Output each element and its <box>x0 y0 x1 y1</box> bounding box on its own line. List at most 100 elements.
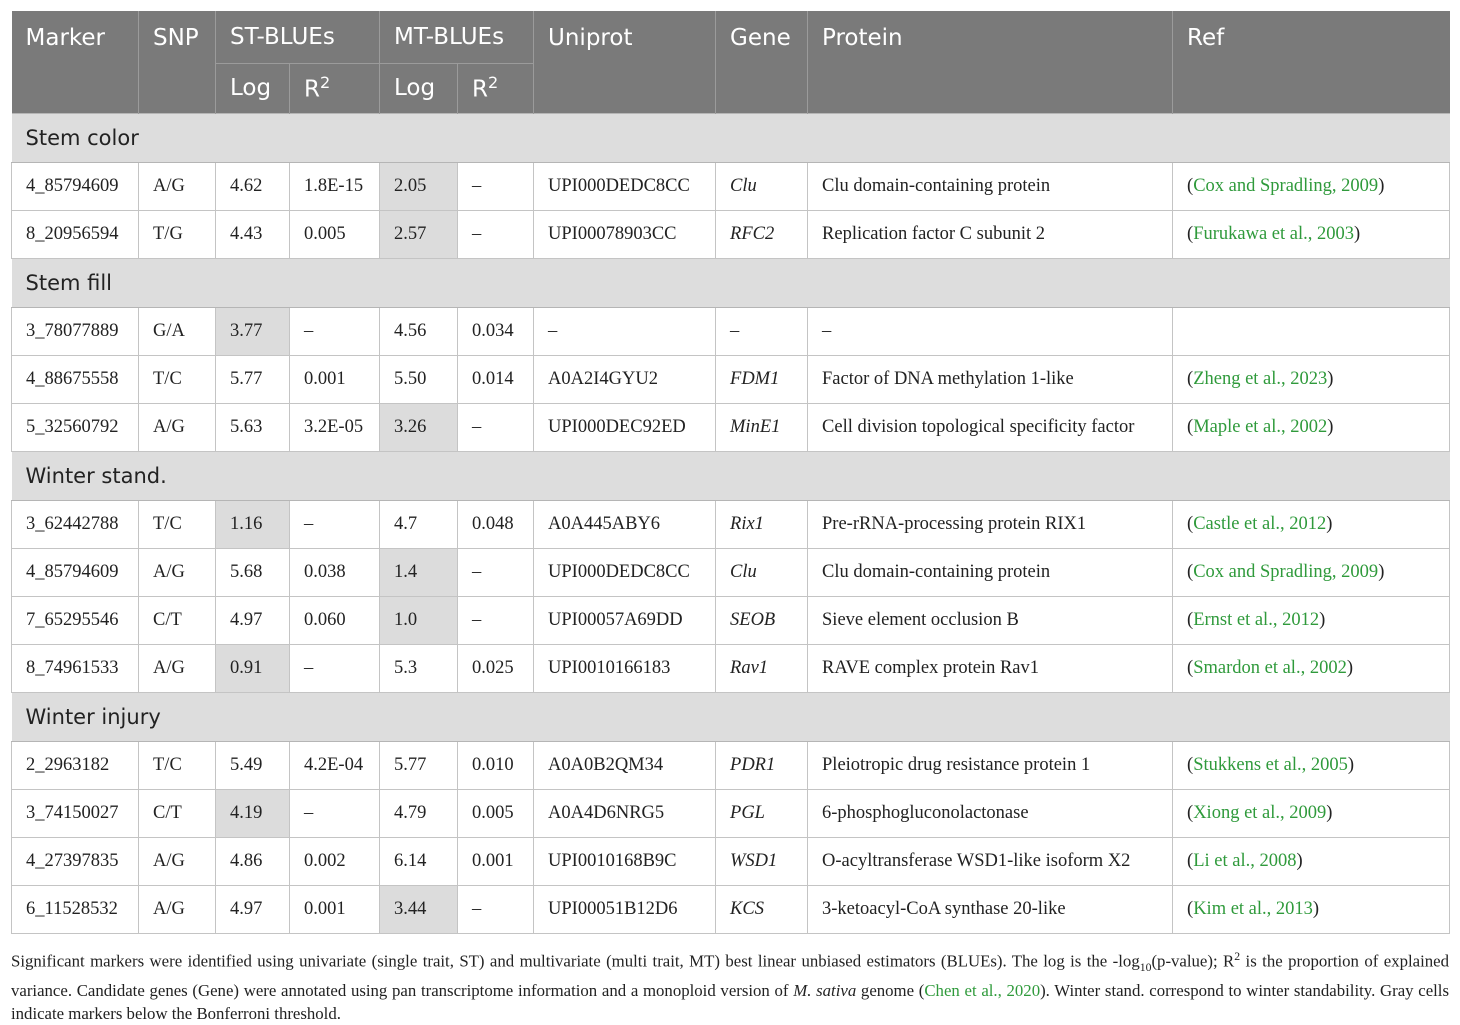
cell-mt-r2: – <box>457 209 535 259</box>
table-row: 8_74961533 A/G 0.91–5.3 0.025 UPI0010166183 R… <box>11 643 1451 693</box>
cell-snp: T/C <box>138 740 216 790</box>
table-caption: Significant markers were identified usin… <box>11 950 1449 1023</box>
ref-link[interactable]: Kim et al., 2013 <box>1193 898 1313 919</box>
cell-mt-log: 1.0 <box>379 595 459 645</box>
cell-gene: Rav1 <box>715 643 809 693</box>
cell-marker: 3_74150027 <box>11 788 139 838</box>
table-row: 4_85794609 A/G 4.62 1.8E-15 2.05– UPI000DEDC8… <box>11 161 1451 211</box>
cell-mt-log: 4.7 <box>379 499 459 549</box>
cell-protein: 3-ketoacyl-CoA synthase 20-like <box>807 884 1174 934</box>
header-mt-r2: R2 <box>457 63 535 113</box>
cell-st-r2: 0.038 <box>288 547 381 597</box>
cell-marker: 3_78077889 <box>11 306 139 356</box>
cell-mt-log: 4.79 <box>379 788 459 838</box>
cell-mt-log: 2.57 <box>379 209 459 259</box>
cell-uniprot: UPI00057A69DD <box>533 595 717 645</box>
table-row: 3_78077889 G/A 3.77–4.56 0.034– – – <box>11 306 1451 356</box>
cell-mt-r2: 0.014 <box>457 354 535 404</box>
ref-link[interactable]: Cox and Spradling, 2009 <box>1193 175 1379 196</box>
cell-st-r2: 0.001 <box>288 354 381 404</box>
cell-ref: (Ernst et al., 2012) <box>1172 595 1451 645</box>
header-mt-blues: MT-BLUEs <box>379 11 535 64</box>
cell-ref: (Smardon et al., 2002) <box>1172 643 1451 693</box>
header-st-log: Log <box>215 63 290 113</box>
ref-link[interactable]: Cox and Spradling, 2009 <box>1193 561 1379 582</box>
cell-protein: Cell division topological specificity fa… <box>807 402 1174 452</box>
cell-protein: Replication factor C subunit 2 <box>807 209 1174 259</box>
cell-mt-r2: – <box>457 161 535 211</box>
cell-protein: 6-phosphogluconolactonase <box>807 788 1174 838</box>
cell-marker: 5_32560792 <box>11 402 139 452</box>
cell-uniprot: UPI0010166183 <box>533 643 717 693</box>
ref-link[interactable]: Smardon et al., 2002 <box>1193 657 1347 678</box>
cell-st-r2: 4.2E-04 <box>288 740 381 790</box>
ref-link[interactable]: Zheng et al., 2023 <box>1193 368 1328 389</box>
cell-mt-r2: 0.010 <box>457 740 535 790</box>
cell-mt-log: 2.05 <box>379 161 459 211</box>
ref-link[interactable]: Maple et al., 2002 <box>1193 416 1328 437</box>
caption-citation-link[interactable]: Chen et al., 2020 <box>924 980 1041 1000</box>
cell-st-log: 4.43 <box>215 209 290 259</box>
header-ref: Ref <box>1172 11 1450 113</box>
cell-protein: Sieve element occlusion B <box>807 595 1174 645</box>
cell-gene: – <box>715 306 809 356</box>
cell-marker: 8_20956594 <box>11 209 139 259</box>
header-protein: Protein <box>807 11 1174 113</box>
ref-link[interactable]: Furukawa et al., 2003 <box>1193 223 1354 244</box>
cell-st-r2: – <box>288 643 381 693</box>
section-title: Winter stand. <box>11 450 1450 501</box>
cell-uniprot: UPI000DEDC8CC <box>533 547 717 597</box>
cell-st-log: 5.49 <box>215 740 290 790</box>
ref-link[interactable]: Ernst et al., 2012 <box>1193 609 1320 630</box>
cell-mt-r2: – <box>457 595 535 645</box>
cell-st-log: 4.97 <box>215 884 290 934</box>
ref-link[interactable]: Li et al., 2008 <box>1193 850 1297 871</box>
cell-protein: Clu domain-containing protein <box>807 547 1174 597</box>
cell-mt-r2: 0.025 <box>457 643 535 693</box>
cell-snp: A/G <box>138 402 216 452</box>
cell-st-r2: 1.8E-15 <box>288 161 381 211</box>
cell-protein: RAVE complex protein Rav1 <box>807 643 1174 693</box>
cell-snp: C/T <box>138 788 216 838</box>
cell-gene: Clu <box>715 547 809 597</box>
cell-ref <box>1172 306 1451 356</box>
cell-snp: T/C <box>138 499 216 549</box>
section-title: Winter injury <box>11 691 1450 742</box>
cell-snp: A/G <box>138 643 216 693</box>
cell-mt-r2: 0.001 <box>457 836 535 886</box>
section-row: Winter stand. <box>11 450 1450 501</box>
cell-marker: 4_88675558 <box>11 354 139 404</box>
table-row: 8_20956594 T/G 4.43 0.005 2.57– UPI00078903CC… <box>11 209 1451 259</box>
table-row: 6_11528532 A/G 4.97 0.001 3.44– UPI00051B12D6… <box>11 884 1451 934</box>
cell-st-log: 4.86 <box>215 836 290 886</box>
cell-uniprot: A0A0B2QM34 <box>533 740 717 790</box>
cell-marker: 4_85794609 <box>11 161 139 211</box>
cell-st-r2: – <box>288 306 381 356</box>
ref-link[interactable]: Xiong et al., 2009 <box>1193 802 1327 823</box>
section-title: Stem color <box>11 112 1450 163</box>
cell-st-log: 5.68 <box>215 547 290 597</box>
ref-link[interactable]: Castle et al., 2012 <box>1193 513 1327 534</box>
cell-gene: Rix1 <box>715 499 809 549</box>
cell-mt-log: 4.56 <box>379 306 459 356</box>
cell-st-r2: – <box>288 788 381 838</box>
cell-st-log: 4.62 <box>215 161 290 211</box>
cell-protein: Clu domain-containing protein <box>807 161 1174 211</box>
header-st-blues: ST-BLUEs <box>215 11 381 64</box>
section-row: Stem fill <box>11 257 1450 308</box>
cell-mt-log: 5.3 <box>379 643 459 693</box>
ref-link[interactable]: Stukkens et al., 2005 <box>1193 754 1348 775</box>
section-row: Winter injury <box>11 691 1450 742</box>
header-uniprot: Uniprot <box>533 11 717 113</box>
cell-mt-r2: – <box>457 884 535 934</box>
table-row: 4_27397835 A/G 4.86 0.002 6.14 0.001 UPI001016… <box>11 836 1451 886</box>
header-mt-log: Log <box>379 63 459 113</box>
cell-uniprot: – <box>533 306 717 356</box>
cell-mt-r2: 0.005 <box>457 788 535 838</box>
cell-snp: T/G <box>138 209 216 259</box>
cell-st-r2: 0.002 <box>288 836 381 886</box>
cell-uniprot: UPI00051B12D6 <box>533 884 717 934</box>
cell-gene: KCS <box>715 884 809 934</box>
cell-marker: 4_27397835 <box>11 836 139 886</box>
cell-snp: C/T <box>138 595 216 645</box>
